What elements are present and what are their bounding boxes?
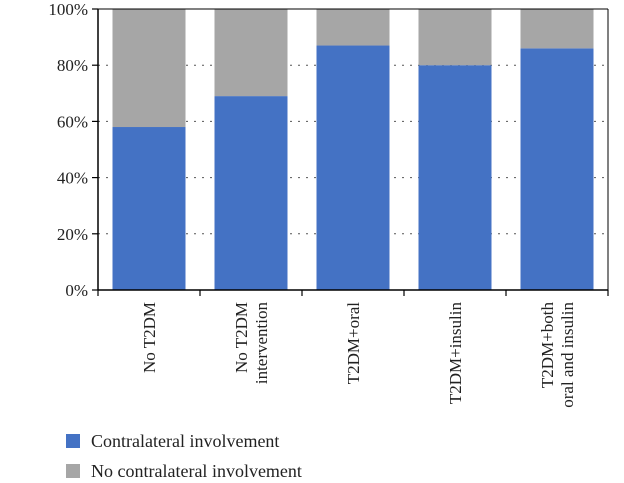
legend: Contralateral involvement No contralatera… xyxy=(66,431,302,481)
y-tick-label-20: 20% xyxy=(57,225,88,244)
x-tick-label-0-line-0: No T2DM xyxy=(140,302,159,373)
legend-label-0: Contralateral involvement xyxy=(91,431,279,451)
y-tick-label-0: 0% xyxy=(65,281,88,300)
bar-3-series-1 xyxy=(418,9,492,66)
legend-swatch-0 xyxy=(66,434,80,448)
bar-0-series-0 xyxy=(112,127,186,291)
bar-1-series-1 xyxy=(214,9,288,97)
bar-2-series-0 xyxy=(316,45,390,290)
legend-label-1: No contralateral involvement xyxy=(91,461,302,481)
bar-0-series-1 xyxy=(112,9,186,128)
bar-4-series-0 xyxy=(520,48,594,291)
bar-3-series-0 xyxy=(418,65,492,290)
y-tick-label-100: 100% xyxy=(48,0,88,19)
x-tick-label-3-line-0: T2DM+insulin xyxy=(446,302,465,405)
x-tick-label-4-line-1: oral and insulin xyxy=(558,302,577,408)
y-tick-label-80: 80% xyxy=(57,56,88,75)
plot-area: 0%20%40%60%80%100%No T2DM No T2DM interven… xyxy=(48,0,609,408)
x-tick-label-4-line-0: T2DM+both xyxy=(538,302,557,389)
y-tick-label-60: 60% xyxy=(57,112,88,131)
y-tick-label-40: 40% xyxy=(57,169,88,188)
x-tick-label-2-line-0: T2DM+oral xyxy=(344,302,363,385)
legend-swatch-1 xyxy=(66,464,80,478)
bar-4-series-1 xyxy=(520,9,594,49)
x-tick-label-1-line-1: intervention xyxy=(252,302,271,385)
x-tick-label-1-line-0: No T2DM xyxy=(232,302,251,373)
bar-1-series-0 xyxy=(214,96,288,290)
bar-2-series-1 xyxy=(316,9,390,46)
